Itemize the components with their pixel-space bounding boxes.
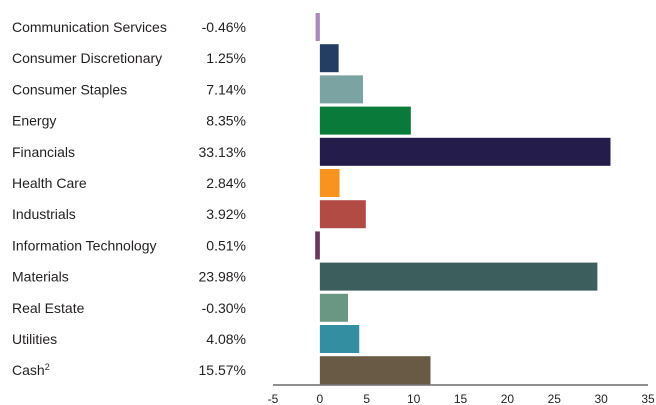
bar <box>315 13 320 41</box>
value-label: 23.98% <box>199 269 246 285</box>
category-label: Consumer Discretionary <box>12 50 162 66</box>
category-label: Communication Services <box>12 19 167 35</box>
bar <box>319 106 411 135</box>
category-labels: Communication Services -0.46% Consumer Dis… <box>12 19 246 378</box>
x-tick-label: 30 <box>594 392 608 405</box>
value-label: 0.51% <box>206 237 246 253</box>
category-label: Information Technology <box>12 237 157 253</box>
category-label: Financials <box>12 144 75 160</box>
bar <box>315 231 320 260</box>
value-label: -0.46% <box>202 19 246 35</box>
bar <box>319 137 611 166</box>
bar <box>319 356 431 385</box>
value-label: 7.14% <box>206 81 246 97</box>
x-tick-label: 20 <box>501 392 515 405</box>
value-label: -0.30% <box>202 300 246 316</box>
bars <box>315 13 611 385</box>
value-label: 2.84% <box>206 175 246 191</box>
footnote-marker: 2 <box>45 362 50 372</box>
value-label: 8.35% <box>206 113 246 129</box>
bar <box>319 75 363 104</box>
x-tick-label: 35 <box>641 392 655 405</box>
x-tick-label: 25 <box>548 392 562 405</box>
category-label: Utilities <box>12 331 57 347</box>
x-tick-label: 15 <box>454 392 468 405</box>
x-axis: -5 0 5 10 15 20 25 30 35 <box>268 384 655 405</box>
category-label: Consumer Staples <box>12 81 127 97</box>
value-label: 1.25% <box>206 50 246 66</box>
value-label: 15.57% <box>199 362 246 378</box>
value-label: 3.92% <box>206 206 246 222</box>
bar <box>319 325 360 353</box>
category-label: Cash2 <box>12 362 50 378</box>
bar <box>319 262 598 291</box>
x-tick-label: 5 <box>363 392 370 405</box>
bar <box>319 293 348 322</box>
bar <box>319 200 366 229</box>
category-label: Health Care <box>12 175 87 191</box>
category-label: Real Estate <box>12 300 85 316</box>
category-label: Industrials <box>12 206 76 222</box>
x-tick-label: -5 <box>268 392 279 405</box>
category-label: Materials <box>12 269 69 285</box>
x-tick-label: 10 <box>407 392 421 405</box>
bar <box>319 44 339 73</box>
value-label: 4.08% <box>206 331 246 347</box>
category-label: Energy <box>12 113 56 129</box>
x-tick-label: 0 <box>317 392 324 405</box>
bar <box>319 169 340 197</box>
value-label: 33.13% <box>199 144 246 160</box>
